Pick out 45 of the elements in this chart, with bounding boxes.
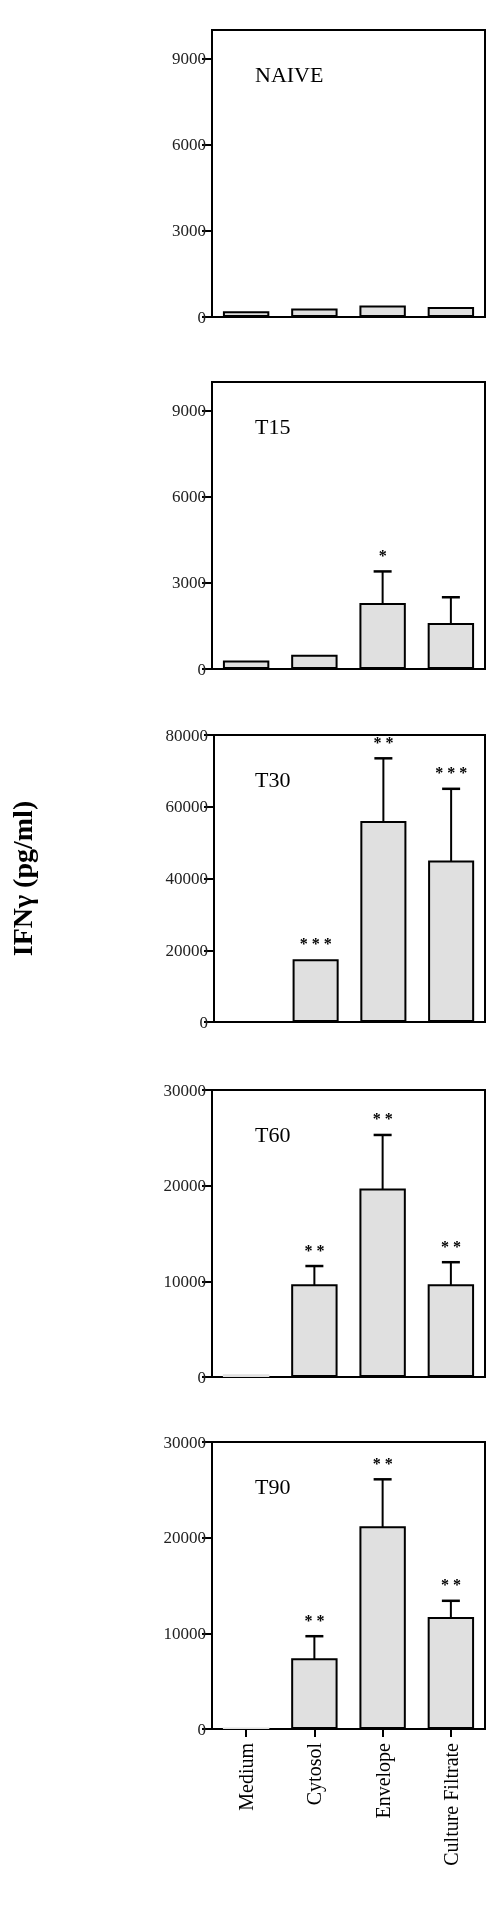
annotation: * * — [372, 1110, 393, 1128]
y-tick-label: 9000 — [172, 401, 206, 421]
text: T60 — [255, 1121, 291, 1147]
bar — [291, 654, 338, 669]
bar — [222, 1374, 270, 1377]
y-tick-label: 30000 — [163, 1432, 206, 1452]
y-tick-label: 10000 — [163, 1271, 206, 1291]
y-tick-label: 20000 — [163, 1176, 206, 1196]
y-tick-label: 9000 — [172, 49, 206, 69]
bar — [292, 959, 339, 1022]
y-tick-label: 10000 — [163, 1623, 206, 1643]
y-tick-label: 0 — [197, 659, 206, 679]
y-tick-label: 0 — [197, 1719, 206, 1739]
y-tick-label: 60000 — [165, 797, 208, 817]
annotation: * * * — [435, 764, 468, 782]
y-tick-label: 0 — [197, 1367, 206, 1387]
text: T15 — [255, 413, 291, 439]
annotation: * * — [373, 733, 394, 751]
text: T30 — [255, 766, 291, 792]
x-tick-label: Cytosol — [303, 1742, 327, 1806]
text: NAIVE — [255, 61, 324, 87]
y-tick-label: 20000 — [163, 1528, 206, 1548]
y-tick-label: 3000 — [172, 221, 206, 241]
annotation: * * — [440, 1576, 461, 1594]
y-tick-label: 30000 — [163, 1080, 206, 1100]
y-tick-label: 80000 — [165, 725, 208, 745]
y-tick-label: 40000 — [165, 869, 208, 888]
annotation: * * * — [299, 934, 332, 952]
y-tick-label: 0 — [199, 1012, 208, 1032]
x-tick-label: Medium — [235, 1742, 258, 1811]
bar — [222, 660, 270, 669]
annotation: * * — [304, 1611, 325, 1629]
x-tick-label: Culture Filtrate — [439, 1742, 462, 1866]
y-tick-label: 6000 — [172, 135, 206, 155]
annotation: * — [378, 546, 387, 564]
annotation: * * — [440, 1237, 461, 1255]
annotation: * * — [372, 1454, 393, 1472]
x-tick-label: Envelope — [371, 1742, 395, 1819]
y-tick-label: 3000 — [172, 573, 206, 593]
y-tick-label: 0 — [197, 307, 206, 327]
y-tick-label: 6000 — [172, 487, 206, 507]
annotation: * * — [304, 1241, 325, 1259]
y-axis-title: IFNγ (pg/ml) — [6, 800, 38, 957]
text: T90 — [255, 1473, 291, 1499]
y-tick-label: 20000 — [165, 940, 208, 960]
